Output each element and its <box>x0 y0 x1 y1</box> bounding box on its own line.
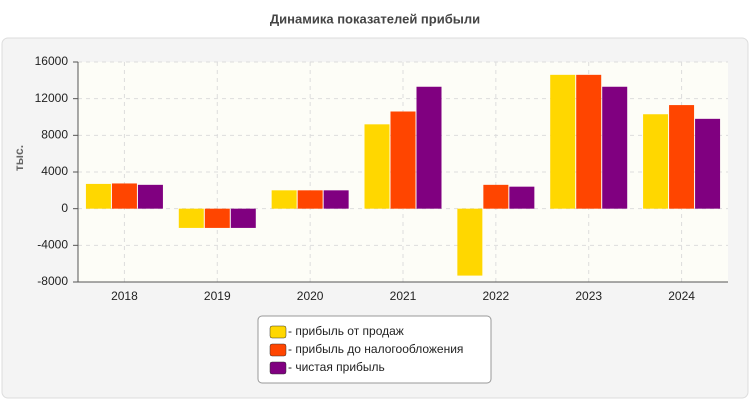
bar <box>602 86 628 209</box>
bar <box>137 184 163 209</box>
x-tick-label: 2019 <box>204 289 231 303</box>
x-tick-label: 2024 <box>668 289 695 303</box>
bar <box>204 208 230 228</box>
legend-swatch <box>269 343 287 357</box>
bar <box>364 124 390 209</box>
legend-label: - прибыль до налогообложения <box>288 342 463 356</box>
bar <box>178 208 204 228</box>
bar <box>669 105 695 209</box>
bar <box>509 186 535 209</box>
x-tick-label: 2021 <box>390 289 417 303</box>
bar <box>695 118 721 209</box>
legend-swatch <box>269 325 287 339</box>
y-tick-label: -4000 <box>37 238 68 252</box>
y-axis-label: тыс. <box>12 145 26 171</box>
y-tick-label: 16000 <box>35 54 69 68</box>
bar <box>323 190 349 209</box>
legend-label: - прибыль от продаж <box>288 324 404 338</box>
y-tick-label: 8000 <box>41 128 68 142</box>
y-tick-label: 12000 <box>35 91 69 105</box>
y-tick-label: -8000 <box>37 274 68 288</box>
x-tick-label: 2023 <box>575 289 602 303</box>
x-tick-label: 2018 <box>111 289 138 303</box>
bar <box>230 208 256 228</box>
bar <box>643 114 669 209</box>
y-tick-label: 0 <box>61 201 68 215</box>
x-tick-label: 2020 <box>297 289 324 303</box>
bar <box>111 183 137 209</box>
bar <box>85 183 111 209</box>
bar <box>457 208 483 276</box>
legend-swatch <box>269 361 287 375</box>
x-tick-label: 2022 <box>483 289 510 303</box>
chart-title: Динамика показателей прибыли <box>270 11 480 26</box>
bar <box>271 190 297 209</box>
y-tick-label: 4000 <box>41 164 68 178</box>
bar <box>483 184 509 209</box>
bar <box>416 86 442 209</box>
legend <box>257 315 492 384</box>
bar <box>390 111 416 209</box>
bar <box>576 74 602 209</box>
bar <box>297 190 323 209</box>
bar <box>550 74 576 209</box>
legend-label: - чистая прибыль <box>288 360 385 374</box>
